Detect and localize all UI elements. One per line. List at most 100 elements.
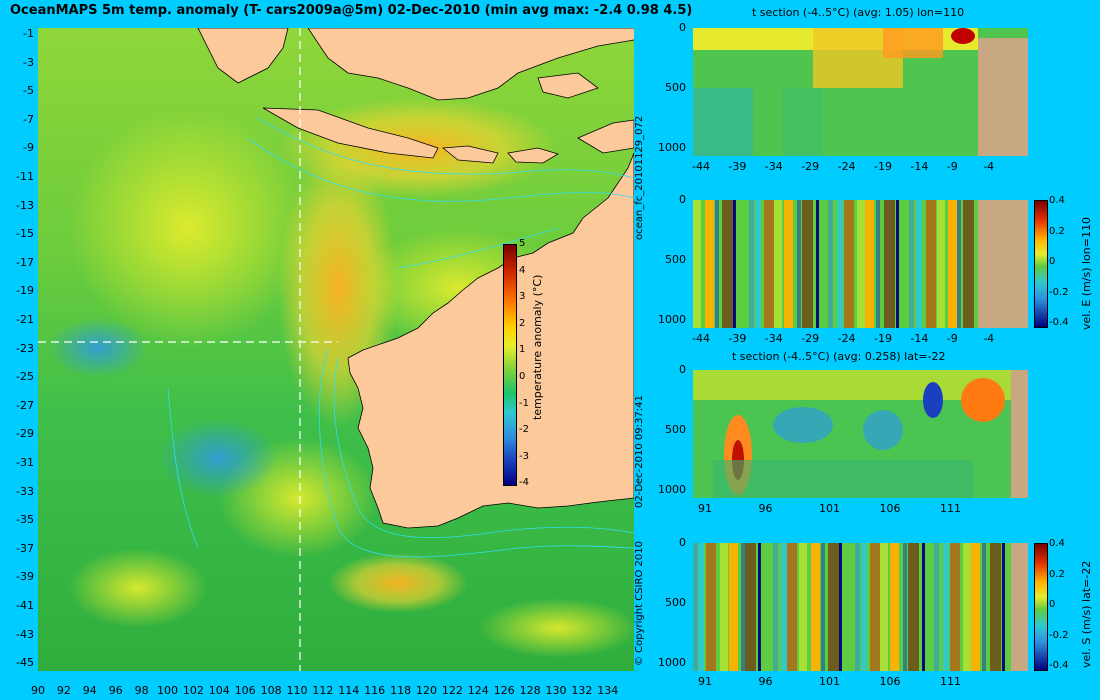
- lat-tick: -39: [16, 570, 34, 584]
- forecast-id-label: ocean_fc_20101129_072: [634, 115, 645, 240]
- lon-tick: 126: [493, 684, 515, 697]
- colorbar-tick: -1: [519, 397, 529, 409]
- velocity-colorbar-tick: 0.2: [1049, 225, 1065, 237]
- colorbar-tick: -2: [519, 424, 529, 436]
- map-colorbar-label: temperature anomaly (°C): [531, 274, 544, 420]
- lat-tick: -35: [16, 513, 34, 527]
- x-tick: 96: [758, 502, 773, 515]
- lat-tick: -19: [16, 284, 34, 298]
- depth-tick: 500: [665, 253, 686, 266]
- colorbar-tick: 3: [519, 291, 526, 303]
- copyright-label: © Copyright CSIRO 2010: [634, 541, 645, 666]
- lat-tick: -17: [16, 255, 34, 269]
- section-3-title: t section (-4..5°C) (avg: 0.258) lat=-22: [732, 350, 946, 363]
- lat-tick: -5: [23, 84, 34, 98]
- x-tick: -14: [910, 332, 929, 345]
- lon-tick: 102: [182, 684, 204, 697]
- lat-tick: -45: [16, 656, 34, 670]
- x-tick: 106: [879, 502, 901, 515]
- timestamp-label: 02-Dec-2010 09:37:41: [634, 395, 645, 508]
- lon-tick: 96: [108, 684, 123, 697]
- section-1-temperature-lon110[interactable]: [693, 28, 1028, 156]
- lat-tick: -21: [16, 313, 34, 326]
- lon-tick: 120: [416, 684, 437, 697]
- depth-tick: 500: [665, 81, 686, 94]
- land: [197, 28, 634, 529]
- x-tick: -4: [983, 160, 995, 173]
- colorbar-tick: 4: [519, 264, 526, 276]
- section-4-colorbar: [1034, 543, 1048, 671]
- x-tick: -34: [764, 160, 783, 173]
- section-1-title: t section (-4..5°C) (avg: 1.05) lon=110: [752, 6, 965, 19]
- lon-tick: 110: [286, 684, 308, 697]
- x-tick: -39: [728, 332, 747, 345]
- lat-tick: -37: [16, 541, 34, 555]
- colorbar-tick: -4: [519, 477, 529, 489]
- lat-tick: -13: [16, 198, 34, 212]
- x-tick: 91: [698, 675, 712, 688]
- x-tick: -9: [946, 332, 958, 345]
- x-tick: 111: [940, 675, 961, 688]
- lon-tick: 100: [157, 684, 178, 697]
- velocity-colorbar-tick: -0.2: [1049, 629, 1069, 641]
- lon-tick: 128: [519, 684, 541, 697]
- section-2-colorbar: [1034, 200, 1048, 328]
- velocity-colorbar-tick: -0.4: [1049, 660, 1069, 671]
- depth-tick: 1000: [658, 656, 686, 669]
- lon-tick: 118: [390, 684, 412, 697]
- depth-tick: 0: [679, 193, 686, 206]
- x-tick: -19: [874, 332, 892, 345]
- lat-tick: -7: [23, 112, 34, 126]
- lon-tick: 106: [234, 684, 256, 697]
- x-tick: -19: [874, 160, 892, 173]
- velocity-colorbar-tick: 0: [1049, 256, 1056, 267]
- colorbar-tick: 1: [519, 344, 526, 356]
- velocity-colorbar-tick: 0.4: [1049, 538, 1065, 549]
- x-tick: 106: [879, 675, 901, 688]
- depth-tick: 0: [679, 363, 686, 376]
- section-2-colorbar-label: vel. E (m/s) lon=110: [1080, 217, 1093, 330]
- x-tick: 111: [940, 502, 961, 515]
- velocity-colorbar-tick: -0.4: [1049, 317, 1069, 328]
- lon-tick: 134: [597, 684, 619, 697]
- lat-tick: -1: [23, 27, 34, 40]
- depth-tick: 500: [665, 423, 686, 436]
- section-4-velocity-south-lat22[interactable]: [693, 543, 1028, 671]
- lon-tick: 116: [364, 684, 386, 697]
- lon-tick: 98: [134, 684, 149, 697]
- anomaly-map[interactable]: [38, 28, 634, 671]
- lat-tick: -23: [16, 341, 34, 355]
- lat-tick: -41: [16, 599, 34, 612]
- depth-tick: 1000: [658, 141, 686, 154]
- velocity-colorbar-tick: 0: [1049, 599, 1056, 610]
- lon-tick: 122: [441, 684, 463, 697]
- lon-tick: 92: [56, 684, 71, 697]
- map-colorbar: [503, 244, 517, 486]
- section-2-velocity-east-lon110[interactable]: [693, 200, 1028, 328]
- depth-tick: 0: [679, 536, 686, 549]
- x-tick: -9: [946, 160, 958, 173]
- lon-tick: 130: [545, 684, 567, 697]
- x-tick: -4: [983, 332, 995, 345]
- section-4-colorbar-label: vel. S (m/s) lat=-22: [1080, 560, 1093, 668]
- x-tick: -14: [910, 160, 929, 173]
- x-tick: 101: [819, 502, 840, 515]
- depth-tick: 500: [665, 596, 686, 609]
- depth-tick: 1000: [658, 483, 686, 496]
- x-tick: -44: [692, 332, 710, 345]
- contours: [167, 117, 634, 558]
- colorbar-tick: 2: [519, 317, 526, 329]
- lon-tick: 114: [338, 684, 360, 697]
- colorbar-tick: -3: [519, 450, 529, 462]
- x-tick: -34: [764, 332, 783, 345]
- x-tick: 96: [758, 675, 773, 688]
- x-tick: -29: [801, 332, 820, 345]
- x-tick: 91: [698, 502, 712, 515]
- lon-tick: 108: [260, 684, 282, 697]
- section-3-temperature-lat22[interactable]: [693, 370, 1028, 498]
- velocity-colorbar-tick: 0.2: [1049, 568, 1065, 580]
- lat-tick: -3: [23, 55, 34, 69]
- lat-tick: -29: [16, 427, 34, 441]
- lon-tick: 90: [31, 684, 45, 697]
- x-tick: 101: [819, 675, 840, 688]
